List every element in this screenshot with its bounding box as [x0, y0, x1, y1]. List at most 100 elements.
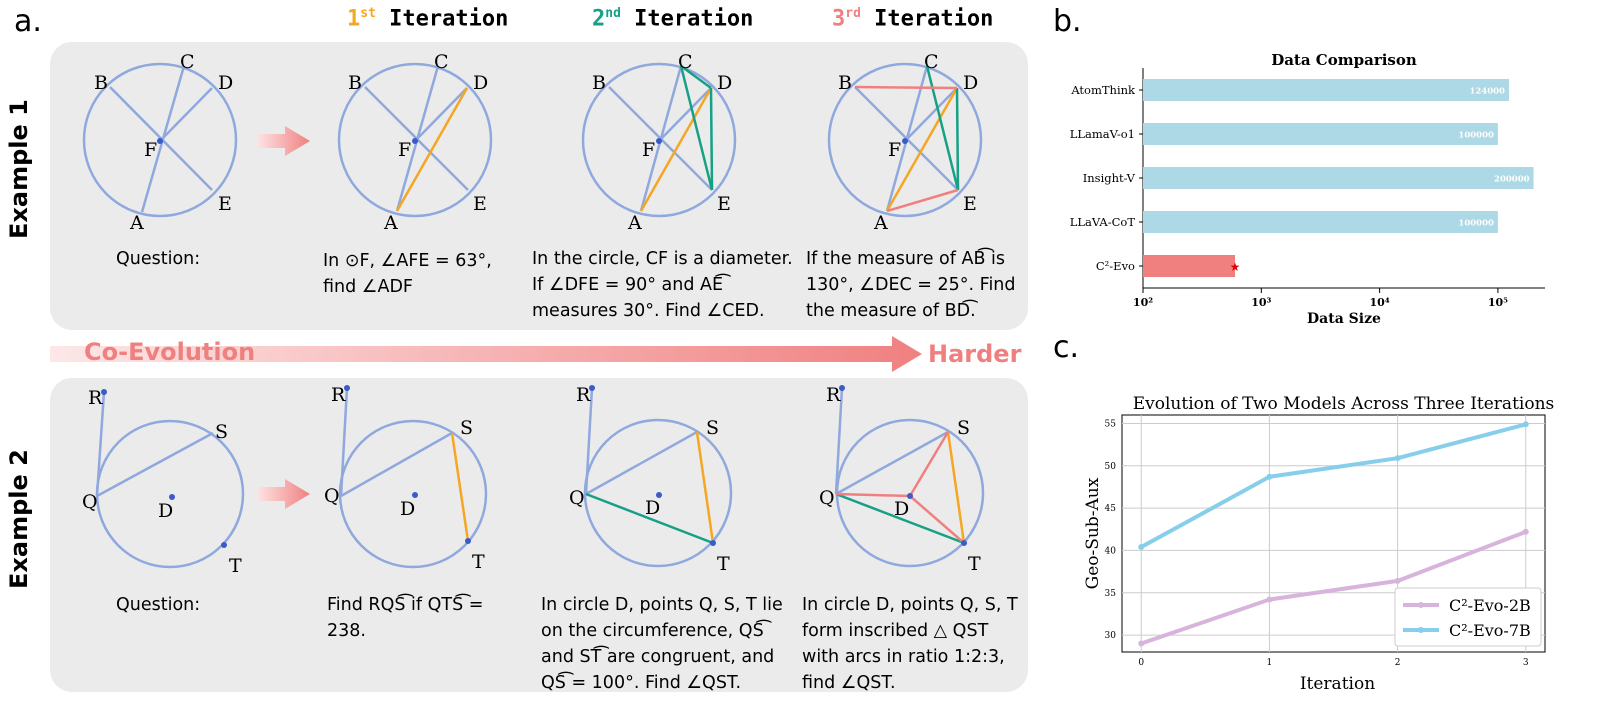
- ex1d0-label-a: A: [129, 212, 144, 234]
- series-0-point-0: [1138, 640, 1145, 647]
- ex1d2-label-e: E: [717, 193, 731, 215]
- ex1d1-label-d: D: [473, 72, 488, 94]
- ex1d1-label-e: E: [473, 193, 487, 215]
- ex2-diagram-0: [95, 391, 245, 569]
- ex1d2-label-b: B: [592, 72, 606, 94]
- ex2d0-label-d: D: [158, 500, 173, 522]
- example-1-card: [50, 42, 1028, 330]
- series-1-point-0: [1138, 544, 1145, 551]
- legend-label-1: C²-Evo-7B: [1449, 621, 1531, 640]
- ex2d1-label-q: Q: [324, 485, 340, 507]
- ex2d2-label-r: R: [576, 384, 591, 406]
- bar-value-label-0: 124000: [1469, 87, 1505, 97]
- y-tick-label-0: 30: [1105, 631, 1117, 641]
- bar-4: [1143, 255, 1236, 277]
- iteration-header-3: 3rd Iteration: [832, 6, 994, 32]
- ex1d0-label-f: F: [144, 139, 157, 161]
- panel-label-c: c.: [1053, 330, 1080, 365]
- series-1-point-1: [1266, 473, 1273, 480]
- y-axis-label: Geo-Sub-Aux: [1083, 477, 1103, 589]
- series-0-point-2: [1394, 577, 1401, 584]
- ex2d1-label-s: S: [460, 417, 473, 439]
- ex1d2-label-a: A: [627, 212, 642, 234]
- bar-value-label-1: 100000: [1458, 131, 1494, 141]
- x-tick-label-1: 10³: [1251, 296, 1271, 309]
- bar-category-label-4: C²-Evo: [1096, 259, 1135, 273]
- ex1d3-label-a: A: [873, 212, 888, 234]
- x-axis-label: Iteration: [1300, 674, 1375, 694]
- chart-title: Evolution of Two Models Across Three Ite…: [1133, 394, 1555, 414]
- ex2-question-1: Find RQS͡ if QTS͡ = 238.: [327, 595, 484, 641]
- y-tick-label-3: 45: [1105, 504, 1117, 514]
- x-axis-label: Data Size: [1307, 311, 1381, 325]
- ex1d3-label-e: E: [963, 193, 977, 215]
- ex2d1-label-t: T: [472, 551, 485, 573]
- y-tick-label-1: 35: [1105, 589, 1117, 599]
- ex1d3-label-f: F: [888, 139, 901, 161]
- series-0-point-1: [1266, 596, 1273, 603]
- ex2-question-0: Question:: [116, 595, 201, 615]
- x-tick-label-3: 3: [1523, 658, 1529, 668]
- bar-category-label-0: AtomThink: [1070, 83, 1136, 97]
- series-1-point-3: [1522, 421, 1529, 428]
- ex1d0-label-d: D: [218, 72, 233, 94]
- ex1-question-2: In the circle, CF is a diameter. If ∠DFE…: [532, 249, 793, 321]
- ex2d0-label-s: S: [215, 421, 228, 443]
- bar-value-label-2: 200000: [1494, 175, 1530, 185]
- line-chart: Evolution of Two Models Across Three Ite…: [1083, 394, 1555, 694]
- bar-category-label-2: Insight-V: [1083, 171, 1136, 185]
- ex1d0-label-c: C: [180, 51, 195, 73]
- ex1-diagram-0: [82, 62, 238, 218]
- bar-category-label-1: LLamaV-o1: [1070, 127, 1135, 141]
- x-tick-label-2: 10⁴: [1370, 296, 1390, 309]
- geometry-diagrams: B C D F E A B C D F E A B C D F E A: [50, 51, 985, 577]
- bar-3: [1143, 211, 1498, 233]
- ex2d3-label-d: D: [894, 498, 909, 520]
- ex2-diagram-2: [583, 387, 733, 568]
- series-line-1: [1140, 422, 1527, 549]
- co-evolution-label: Co-Evolution: [84, 338, 256, 366]
- ex2d0-label-t: T: [229, 555, 242, 577]
- ex2-diagram-1: [338, 387, 488, 569]
- ex2d0-label-r: R: [88, 387, 103, 409]
- ex2d3-label-q: Q: [819, 487, 835, 509]
- bar-1: [1143, 123, 1498, 145]
- ex2-step-arrow: [258, 479, 310, 509]
- ex1-question-3: If the measure of AB͡ is 130°, ∠DEC = 25…: [806, 249, 1016, 321]
- ex2d3-label-s: S: [957, 417, 970, 439]
- co-evolution-arrow: [50, 336, 922, 372]
- ex2-question-3: In circle D, points Q, S, T form inscrib…: [802, 595, 1018, 693]
- ex1-step-arrow: [258, 126, 310, 156]
- legend-marker-1: [1418, 627, 1424, 633]
- bar-value-label-3: 100000: [1458, 219, 1494, 229]
- bar-category-label-3: LLaVA-CoT: [1070, 215, 1136, 229]
- bar-0: [1143, 79, 1509, 101]
- ex2d3-label-t: T: [968, 553, 981, 575]
- ex1-question-0: Question:: [116, 249, 201, 269]
- ex1d0-label-b: B: [94, 72, 108, 94]
- ex1d3-label-d: D: [963, 72, 978, 94]
- plot-frame: [1121, 414, 1546, 653]
- ex2d2-label-q: Q: [569, 487, 585, 509]
- x-tick-label-1: 1: [1267, 658, 1273, 668]
- y-tick-label-2: 40: [1105, 546, 1117, 556]
- x-tick-label-3: 10⁵: [1488, 296, 1508, 309]
- ex1d1-label-f: F: [398, 139, 411, 161]
- x-tick-label-0: 0: [1138, 658, 1144, 668]
- ex2d0-label-q: Q: [82, 491, 98, 513]
- ex1d0-label-e: E: [218, 193, 232, 215]
- ex1d2-label-d: D: [717, 72, 732, 94]
- ex2d2-label-d: D: [645, 497, 660, 519]
- x-tick-label-2: 2: [1395, 658, 1401, 668]
- chart-title: Data Comparison: [1271, 51, 1417, 69]
- highlight-star: ★: [1230, 260, 1241, 274]
- ex2d2-label-t: T: [717, 553, 730, 575]
- series-1-point-2: [1394, 455, 1401, 462]
- ex1d1-label-b: B: [348, 72, 362, 94]
- iteration-header-2: 2nd Iteration: [592, 6, 754, 32]
- iteration-header-1: 1st Iteration: [347, 6, 509, 32]
- ex2d2-label-s: S: [706, 417, 719, 439]
- bar-chart: Data Comparison AtomThink 124000 LLamaV-o1 1…: [1070, 51, 1545, 325]
- example-2-card: [50, 378, 1028, 692]
- y-tick-label-5: 55: [1105, 419, 1117, 429]
